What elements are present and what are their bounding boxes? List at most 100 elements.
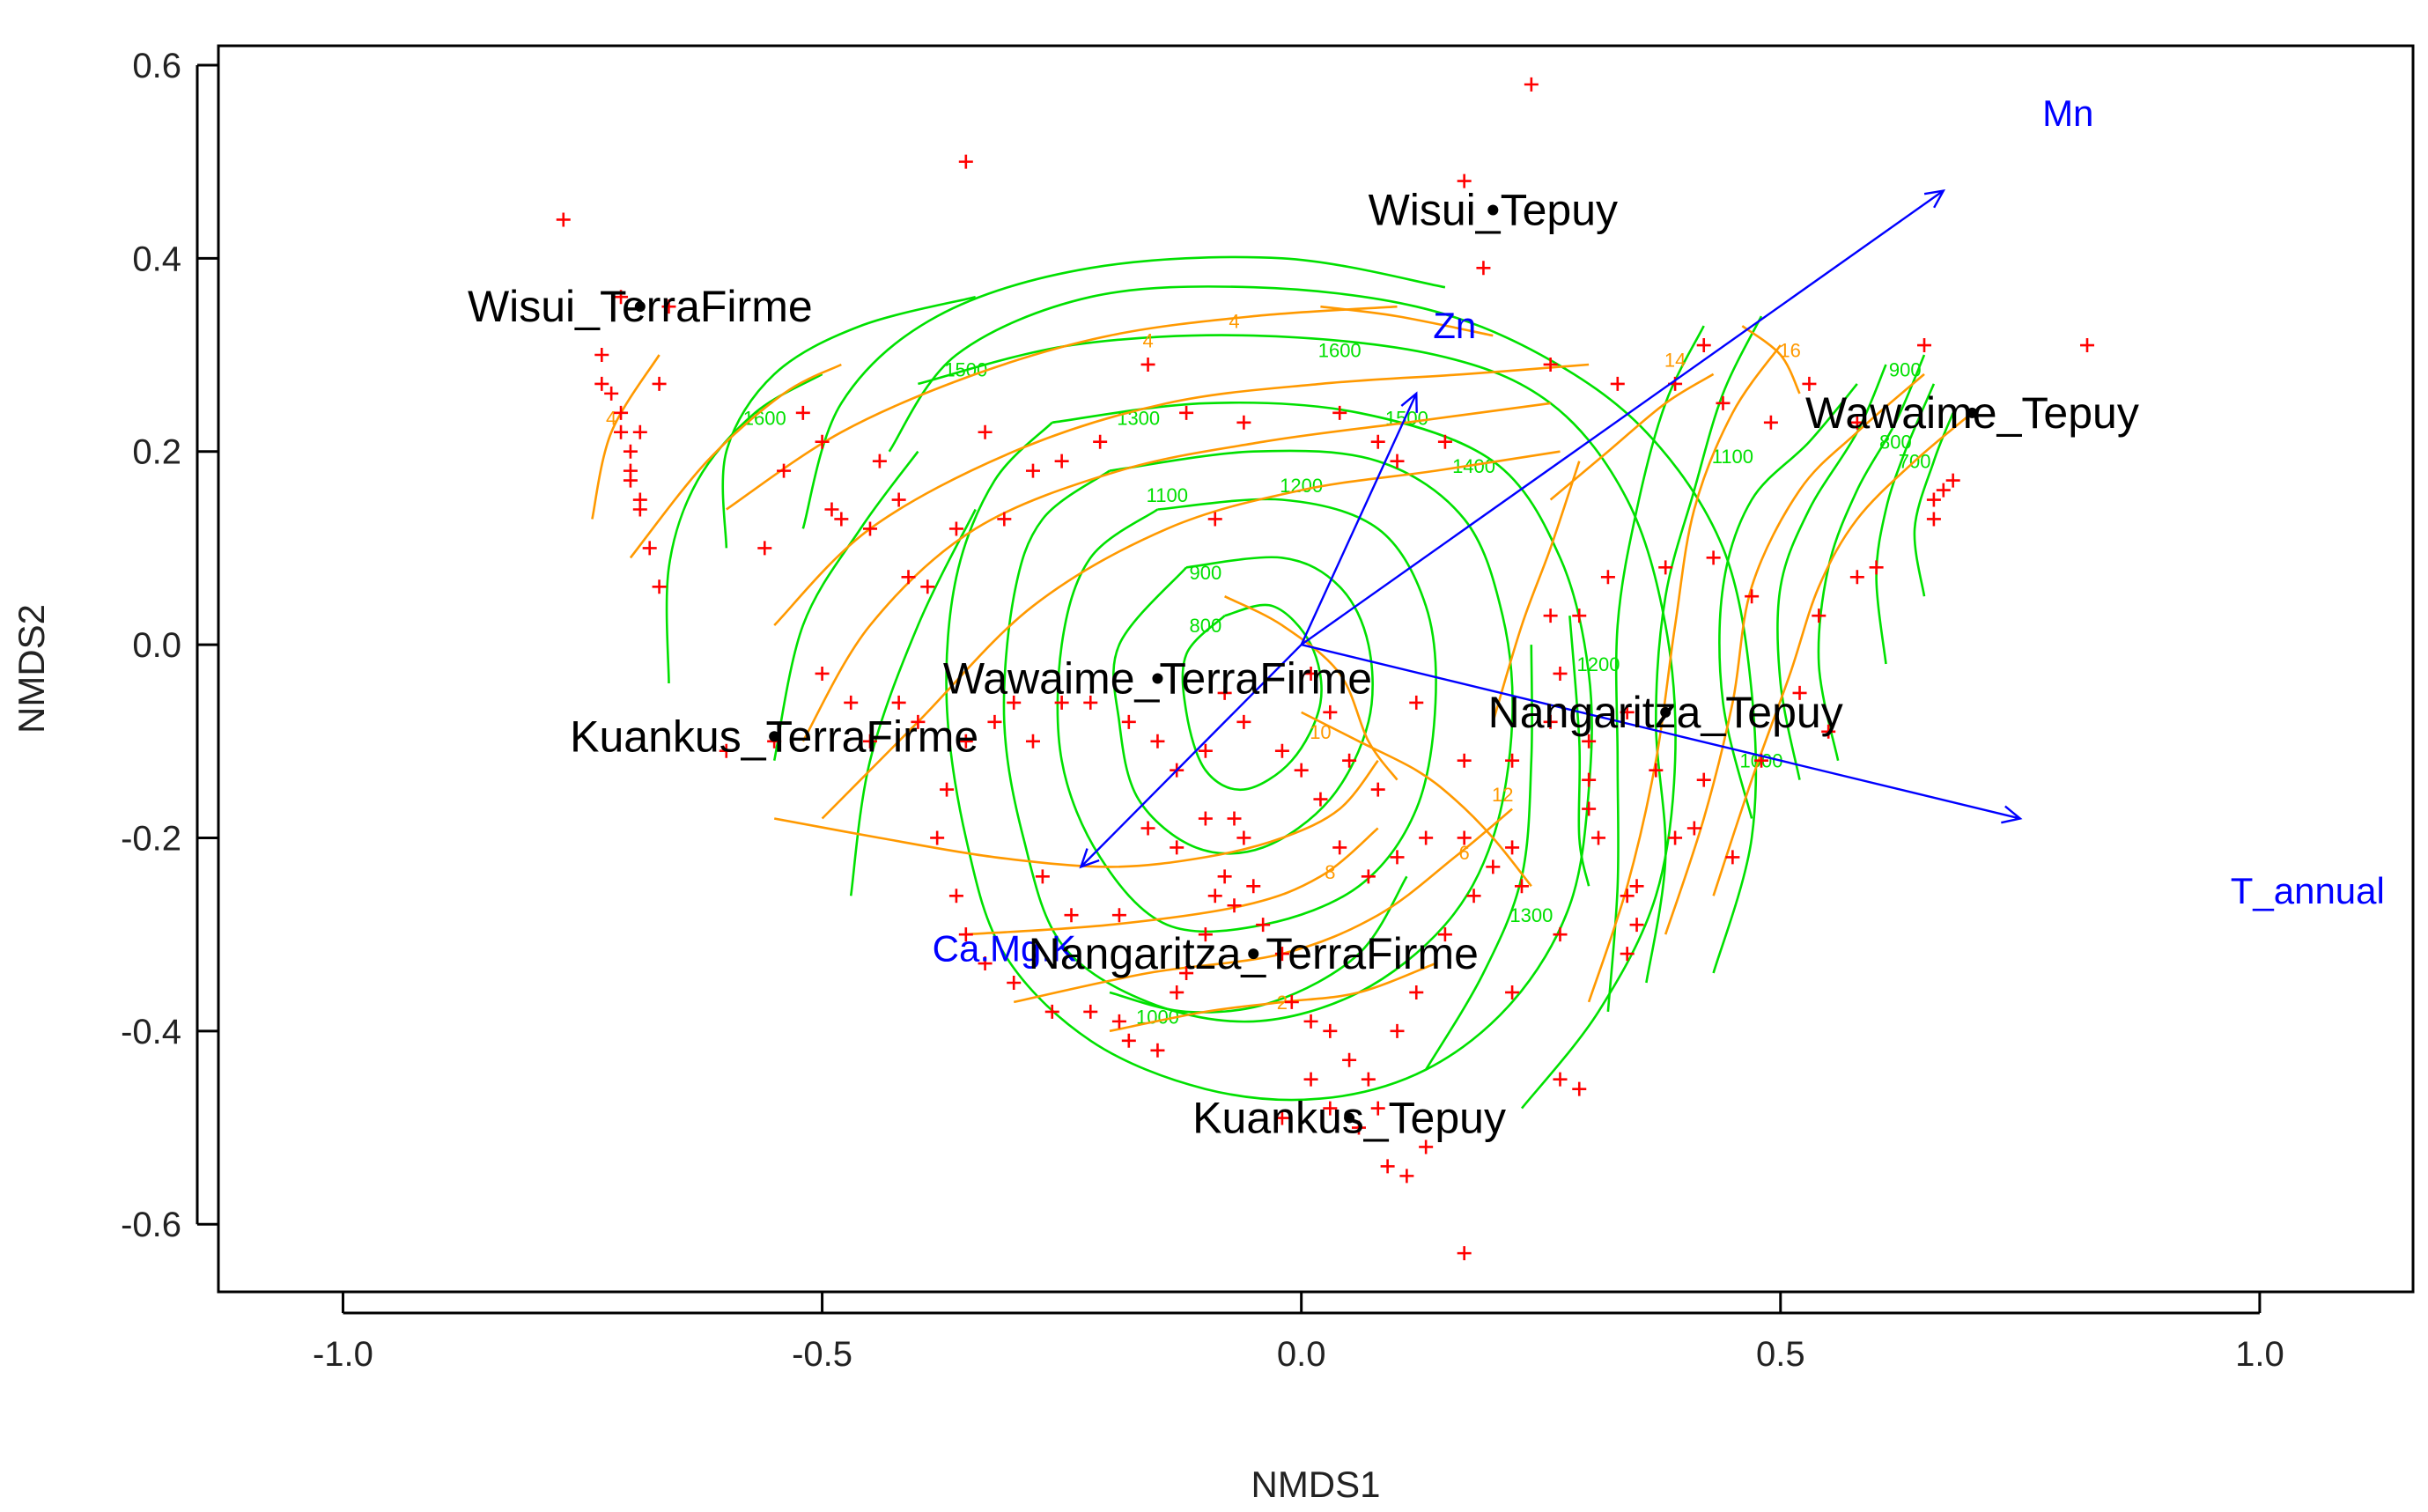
sample-point	[1111, 1014, 1126, 1029]
sample-point	[777, 463, 792, 478]
sample-point	[614, 405, 629, 420]
contour-orange-label: 4	[1142, 330, 1153, 352]
contour-green-line	[1817, 354, 1926, 761]
sample-point	[920, 579, 935, 594]
sample-point	[1572, 608, 1587, 623]
sample-point	[1457, 830, 1472, 845]
vector-label: Zn	[1433, 305, 1476, 346]
sample-point	[1044, 1004, 1059, 1019]
sample-point	[652, 376, 667, 391]
contour-green-line	[945, 401, 1593, 1102]
y-tick-label: 0.0	[132, 626, 181, 665]
sample-point	[1582, 734, 1597, 749]
sample-point	[1323, 1101, 1338, 1116]
contour-orange-line	[1013, 808, 1513, 1004]
contour-green-line	[849, 508, 977, 896]
sample-point	[1274, 1110, 1289, 1125]
sample-point	[642, 541, 657, 556]
sample-point	[940, 782, 955, 797]
sample-point	[1179, 405, 1194, 420]
sample-point	[1849, 415, 1864, 430]
vector-label: Ca.Mg.K	[933, 928, 1076, 970]
sample-point	[1553, 1072, 1568, 1087]
sample-point	[1668, 830, 1683, 845]
sample-point	[1370, 434, 1385, 449]
sample-point	[623, 473, 638, 488]
sample-point	[978, 424, 993, 439]
sample-point	[1140, 357, 1155, 372]
sample-point	[1716, 395, 1731, 410]
sample-point	[1150, 734, 1165, 749]
sample-point	[1409, 985, 1424, 999]
sample-point	[958, 734, 973, 749]
sample-point	[1812, 608, 1827, 623]
sample-point	[1217, 869, 1232, 884]
sample-point	[1917, 338, 1932, 353]
sample-point	[1313, 792, 1328, 807]
sample-points	[556, 77, 2095, 1261]
sample-point	[1390, 454, 1405, 468]
sample-point	[1390, 850, 1405, 865]
sample-point	[1802, 376, 1817, 391]
sample-point	[872, 454, 887, 468]
contour-green-label: 1600	[743, 407, 786, 429]
sample-point	[1150, 1043, 1165, 1058]
sample-point	[632, 502, 647, 517]
sample-point	[1207, 512, 1222, 527]
sample-point	[1476, 261, 1491, 276]
y-axis-title: NMDS2	[11, 604, 52, 734]
sample-point	[1274, 947, 1289, 962]
sample-point	[911, 714, 926, 729]
contour-orange-label: 8	[1325, 861, 1335, 883]
sample-point	[1083, 1004, 1098, 1019]
sample-point	[1274, 743, 1289, 758]
vector-arrowhead	[1923, 188, 1946, 209]
sample-point	[1936, 483, 1951, 498]
sample-point	[1140, 821, 1155, 836]
contour-green-line	[1645, 315, 1763, 984]
sample-point	[1111, 908, 1126, 923]
sample-point	[661, 299, 676, 314]
sample-point	[1198, 927, 1213, 942]
sample-point	[1649, 763, 1664, 778]
contour-green-line	[1424, 645, 1533, 1071]
sample-point	[1505, 985, 1520, 999]
contour-green-label: 1200	[1577, 653, 1620, 675]
sample-point	[1926, 512, 1941, 527]
sample-point	[1945, 473, 1960, 488]
sample-point	[948, 521, 963, 536]
contour-orange-line	[1492, 461, 1581, 723]
contour-orange-line	[591, 354, 661, 520]
sample-point	[556, 212, 571, 227]
plot-frame	[217, 44, 2415, 1294]
sample-point	[1007, 975, 1022, 990]
sample-point	[987, 714, 1002, 729]
sample-point	[1696, 338, 1711, 353]
sample-point	[614, 290, 629, 305]
sample-point	[862, 734, 877, 749]
sample-point	[1419, 830, 1434, 845]
sample-point	[1620, 947, 1635, 962]
y-tick-label: 0.6	[132, 47, 181, 85]
y-tick-label: 0.2	[132, 433, 181, 472]
vector-arrow	[1300, 393, 1418, 645]
contour-green-label: 900	[1889, 358, 1922, 380]
contour-green-line	[1568, 616, 1590, 887]
contour-orange-line	[965, 827, 1379, 936]
sample-point	[1543, 357, 1558, 372]
contour-orange-label: 2	[1277, 992, 1288, 1014]
sample-point	[1179, 966, 1194, 981]
sample-point	[1582, 772, 1597, 787]
contour-green-line	[1181, 603, 1323, 792]
sample-point	[1303, 666, 1318, 681]
sample-point	[1926, 492, 1941, 507]
sample-point	[1256, 918, 1271, 933]
site-centroid	[1248, 948, 1259, 960]
sample-point	[1170, 840, 1184, 855]
y-tick-label: -0.4	[121, 1013, 181, 1051]
sample-point	[1620, 889, 1635, 904]
contour-orange-line	[1712, 411, 1974, 896]
sample-point	[1227, 811, 1242, 826]
